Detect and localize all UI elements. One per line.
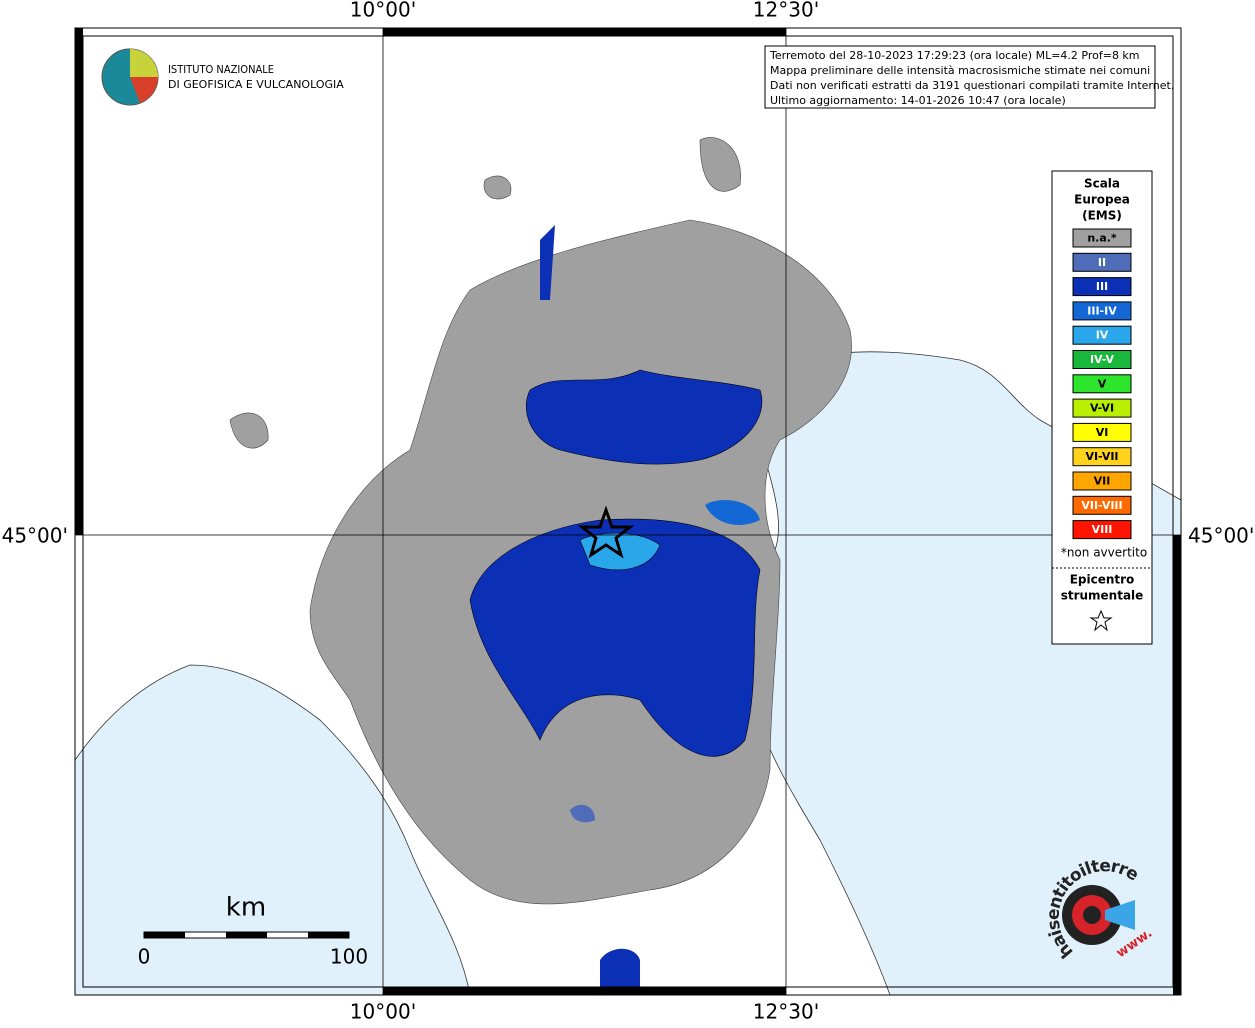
legend-title: Scala xyxy=(1084,177,1120,191)
legend-label: n.a.* xyxy=(1087,232,1117,245)
legend-swatch xyxy=(1072,422,1132,442)
frame-bar xyxy=(75,28,83,535)
legend-epicenter: Epicentro xyxy=(1070,573,1135,587)
legend-title: (EMS) xyxy=(1082,209,1122,223)
lon-label: 12°30' xyxy=(753,0,819,22)
legend-label: IV xyxy=(1096,329,1109,342)
logo-ring xyxy=(1083,906,1101,924)
municipality xyxy=(699,137,741,192)
legend-swatch xyxy=(1072,471,1132,491)
logo-speaker xyxy=(1105,900,1135,930)
legend: Scala Europea (EMS) *non avvertito Epice… xyxy=(1051,170,1153,645)
info-line: Ultimo aggiornamento: 14-01-2026 10:47 (… xyxy=(770,94,1066,107)
legend-star xyxy=(1089,609,1113,632)
legend-swatch xyxy=(1072,301,1132,321)
legend-label: III xyxy=(1096,280,1108,293)
legend-label: VII-VIII xyxy=(1081,499,1122,512)
legend-label: V xyxy=(1098,377,1107,390)
legend-swatch xyxy=(1072,495,1132,515)
scale-unit: km xyxy=(226,893,266,923)
legend-note: *non avvertito xyxy=(1061,546,1147,560)
logo-segment xyxy=(130,49,158,77)
frame-bar xyxy=(383,28,786,36)
logo-segment xyxy=(130,77,158,103)
legend-label: VI-VII xyxy=(1085,450,1118,463)
lon-label: 12°30' xyxy=(753,1000,819,1024)
municipalities-iii-iv xyxy=(705,500,760,525)
legend-label: V-VI xyxy=(1090,402,1114,415)
lat-label: 45°00' xyxy=(1188,524,1254,548)
scale-segment xyxy=(144,932,185,938)
tyrrhenian-sea xyxy=(74,664,471,996)
legend-swatch xyxy=(1072,398,1132,418)
frame-bar xyxy=(1173,535,1181,995)
scale-segment xyxy=(308,932,349,938)
municipality xyxy=(600,948,640,995)
municipality-ii xyxy=(570,804,595,823)
legend-label: II xyxy=(1098,256,1106,269)
legend-label: VIII xyxy=(1092,523,1113,536)
legend-label: VII xyxy=(1094,475,1111,488)
info-line: Mappa preliminare delle intensità macros… xyxy=(770,64,1150,77)
legend-label: III-IV xyxy=(1087,304,1117,317)
info-line: Dati non verificati estratti da 3191 que… xyxy=(770,79,1174,92)
logo-text: ISTITUTO NAZIONALE xyxy=(168,63,274,76)
municipality xyxy=(483,175,512,200)
lon-label: 10°00' xyxy=(350,1000,416,1024)
legend-swatch xyxy=(1072,228,1132,248)
scale-segment xyxy=(226,932,267,938)
info-box xyxy=(764,45,1156,109)
frame-bar xyxy=(383,987,786,995)
legend-label: IV-V xyxy=(1090,353,1115,366)
legend-epicenter: strumentale xyxy=(1061,589,1144,603)
epicenter xyxy=(577,505,635,559)
legend-swatch xyxy=(1072,350,1132,369)
municipality xyxy=(540,225,555,300)
legend-swatch xyxy=(1072,277,1132,297)
municipalities-iii xyxy=(469,518,761,757)
legend-label: VI xyxy=(1096,426,1109,439)
lat-label: 45°00' xyxy=(2,524,68,548)
ingv-logo: ISTITUTO NAZIONALE DI GEOFISICA E VULCAN… xyxy=(101,48,344,106)
scale-label: 100 xyxy=(330,945,368,969)
municipalities-iii xyxy=(526,369,763,465)
scale-label: 0 xyxy=(138,945,151,969)
legend-swatch xyxy=(1072,447,1132,467)
info-line: Terremoto del 28-10-2023 17:29:23 (ora l… xyxy=(769,49,1140,62)
legend-swatch xyxy=(1072,520,1132,540)
logo-text: DI GEOFISICA E VULCANOLOGIA xyxy=(168,78,344,91)
legend-swatch xyxy=(1072,252,1132,272)
municipality xyxy=(229,412,269,449)
lon-label: 10°00' xyxy=(350,0,416,22)
legend-title: Europea xyxy=(1074,193,1130,207)
legend-swatch xyxy=(1072,374,1132,394)
legend-swatch xyxy=(1072,325,1132,345)
